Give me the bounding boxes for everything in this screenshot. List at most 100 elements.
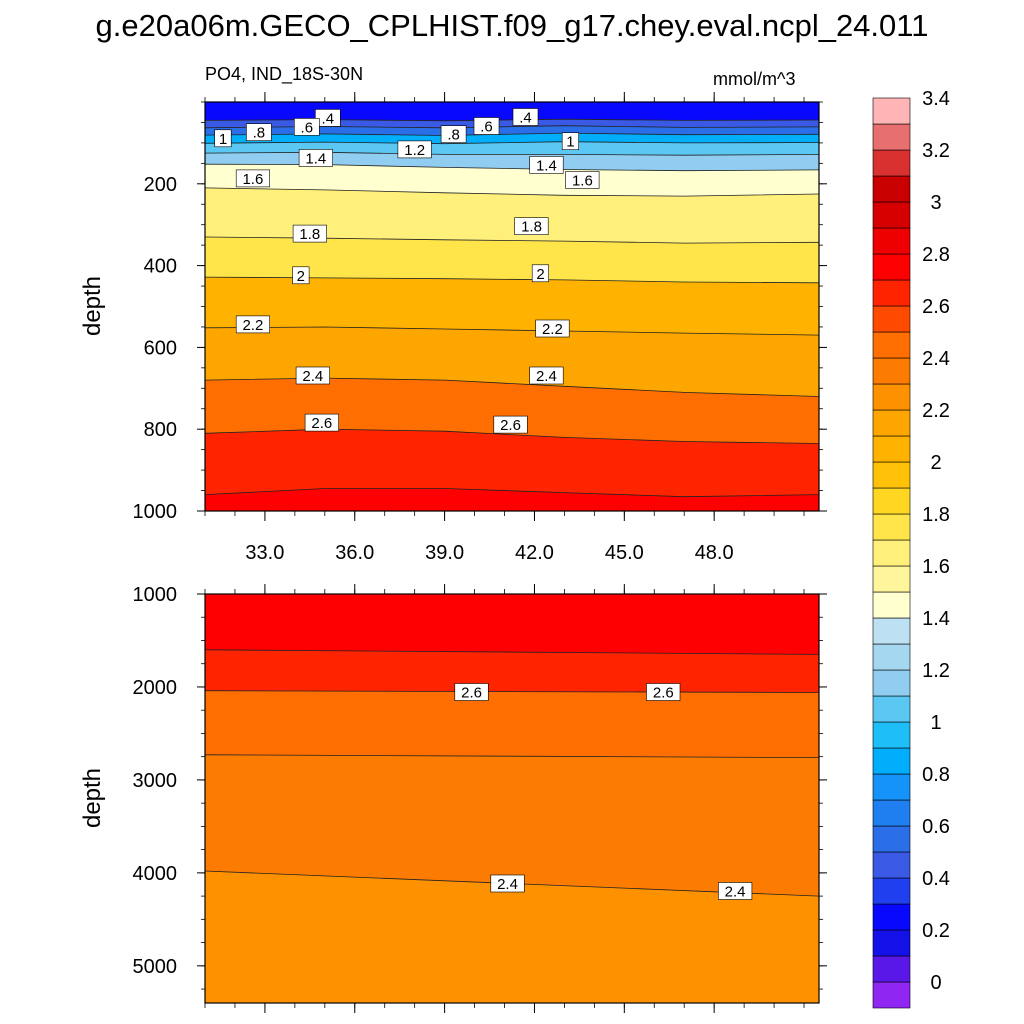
- colorbar-label: 1.8: [922, 504, 950, 526]
- x-tick-label: 48.0: [695, 542, 734, 564]
- colorbar-box: [872, 981, 911, 1009]
- contour-fill-band: [205, 125, 819, 136]
- contour-label: 1.8: [521, 219, 542, 236]
- upper-y-axis-label: depth: [79, 276, 106, 336]
- contour-fill-band: [205, 119, 819, 128]
- x-tick-label: 45.0: [605, 542, 644, 564]
- contour-label: 2.2: [542, 321, 563, 338]
- x-tick-label: 36.0: [335, 542, 374, 564]
- colorbar-box: [872, 929, 911, 957]
- colorbar-label: 1.2: [922, 660, 950, 682]
- contour-line: [205, 690, 819, 693]
- upper-panel-axes: 200 400 600 800 1000 33.0 36.0 39.0 42.0 45.0 48.0: [133, 92, 827, 564]
- colorbar-box: [872, 123, 911, 151]
- colorbar-box: [872, 383, 911, 411]
- contour-label: 2.6: [653, 685, 674, 702]
- colorbar-box: [872, 825, 911, 853]
- contour-line: [205, 488, 819, 498]
- colorbar-box: [872, 227, 911, 255]
- lower-panel-contours: [205, 649, 819, 897]
- y-tick-label: 600: [144, 337, 177, 359]
- contour-label: 1.8: [299, 226, 320, 243]
- contour-label-box: [529, 366, 564, 385]
- contour-fill-band: [205, 754, 819, 897]
- colorbar-box: [872, 565, 911, 593]
- y-tick-label: 3000: [133, 770, 178, 792]
- colorbar-box: [872, 747, 911, 775]
- contour-label-box: [295, 366, 330, 385]
- colorbar-box: [872, 877, 911, 905]
- colorbar-label: 0.6: [922, 816, 950, 838]
- contour-label: 1.2: [404, 142, 425, 159]
- contour-label: .8: [253, 125, 266, 142]
- colorbar-box: [872, 513, 911, 541]
- colorbar-box: [872, 97, 911, 125]
- contour-label-box: [473, 117, 500, 135]
- contour-label: 1.6: [572, 173, 593, 190]
- colorbar-box: [872, 331, 911, 359]
- contour-label-box: [529, 156, 564, 174]
- colorbar-box: [872, 279, 911, 307]
- y-tick-label: 2000: [133, 677, 178, 699]
- colorbar-label: 2.6: [922, 296, 950, 318]
- contour-label-box: [512, 108, 539, 126]
- contour-label: .8: [447, 127, 460, 144]
- colorbar-label: 2.8: [922, 244, 950, 266]
- contour-label: .4: [519, 110, 532, 127]
- contour-label-box: [646, 683, 681, 701]
- colorbar-box: [872, 669, 911, 697]
- y-tick-label: 1000: [133, 501, 178, 523]
- lower-y-axis-label: depth: [79, 768, 106, 828]
- colorbar-box: [872, 201, 911, 229]
- lower-panel-axes: 1000 2000 3000 4000 5000: [133, 584, 827, 1013]
- colorbar-label: 1.6: [922, 556, 950, 578]
- contour-label: 2: [536, 266, 544, 283]
- contour-fill-band: [205, 164, 819, 197]
- contour-label-box: [293, 118, 320, 136]
- contour-label-box: [292, 224, 327, 243]
- contour-label: 2.6: [461, 685, 482, 702]
- contour-fill-band: [205, 871, 819, 1003]
- colorbar-label: 0.4: [922, 868, 950, 890]
- colorbar-label: 3: [930, 192, 941, 214]
- contour-label-box: [454, 683, 489, 701]
- colorbar-label: 2: [930, 452, 941, 474]
- colorbar-box: [872, 851, 911, 879]
- colorbar-box: [872, 539, 911, 567]
- contour-label-box: [490, 874, 525, 893]
- colorbar-label: 2.2: [922, 400, 950, 422]
- contour-label: .4: [322, 110, 335, 127]
- contour-label-box: [214, 129, 232, 148]
- contour-label-box: [565, 171, 600, 189]
- colorbar-box: [872, 695, 911, 723]
- colorbar-box: [872, 643, 911, 671]
- contour-fill-band: [205, 133, 819, 144]
- contour-fill-band: [205, 277, 819, 336]
- colorbar-label: 0.8: [922, 764, 950, 786]
- upper-panel-contour-labels: .4 .6 .8 1 1.4 1.6 1.8 2 2.2 2.4 2.6 .4 .6 .8 1 1.2 1.4 1…: [214, 108, 600, 434]
- contour-label: 2.4: [725, 884, 746, 901]
- contour-fill-band: [205, 237, 819, 283]
- contour-label: 2.2: [242, 317, 263, 334]
- contour-label: 2.4: [302, 368, 323, 385]
- x-tick-label: 33.0: [245, 542, 284, 564]
- contour-label: 1: [566, 134, 574, 151]
- colorbar-box: [872, 149, 911, 177]
- contour-label: 2.6: [500, 417, 521, 434]
- contour-fill-band: [205, 649, 819, 693]
- contour-label-box: [304, 413, 339, 432]
- contour-fill-band: [205, 378, 819, 444]
- y-tick-label: 800: [144, 419, 177, 441]
- colorbar-box: [872, 175, 911, 203]
- contour-label: 1: [219, 131, 227, 148]
- colorbar-box: [872, 799, 911, 827]
- colorbar-box: [872, 955, 911, 983]
- contour-label-box: [535, 319, 570, 338]
- contour-line: [205, 326, 819, 336]
- colorbar-box: [872, 253, 911, 281]
- y-tick-label: 5000: [133, 956, 178, 978]
- x-tick-label: 39.0: [425, 542, 464, 564]
- y-tick-label: 200: [144, 174, 177, 196]
- contour-line: [205, 649, 819, 655]
- contour-fill-band: [205, 429, 819, 497]
